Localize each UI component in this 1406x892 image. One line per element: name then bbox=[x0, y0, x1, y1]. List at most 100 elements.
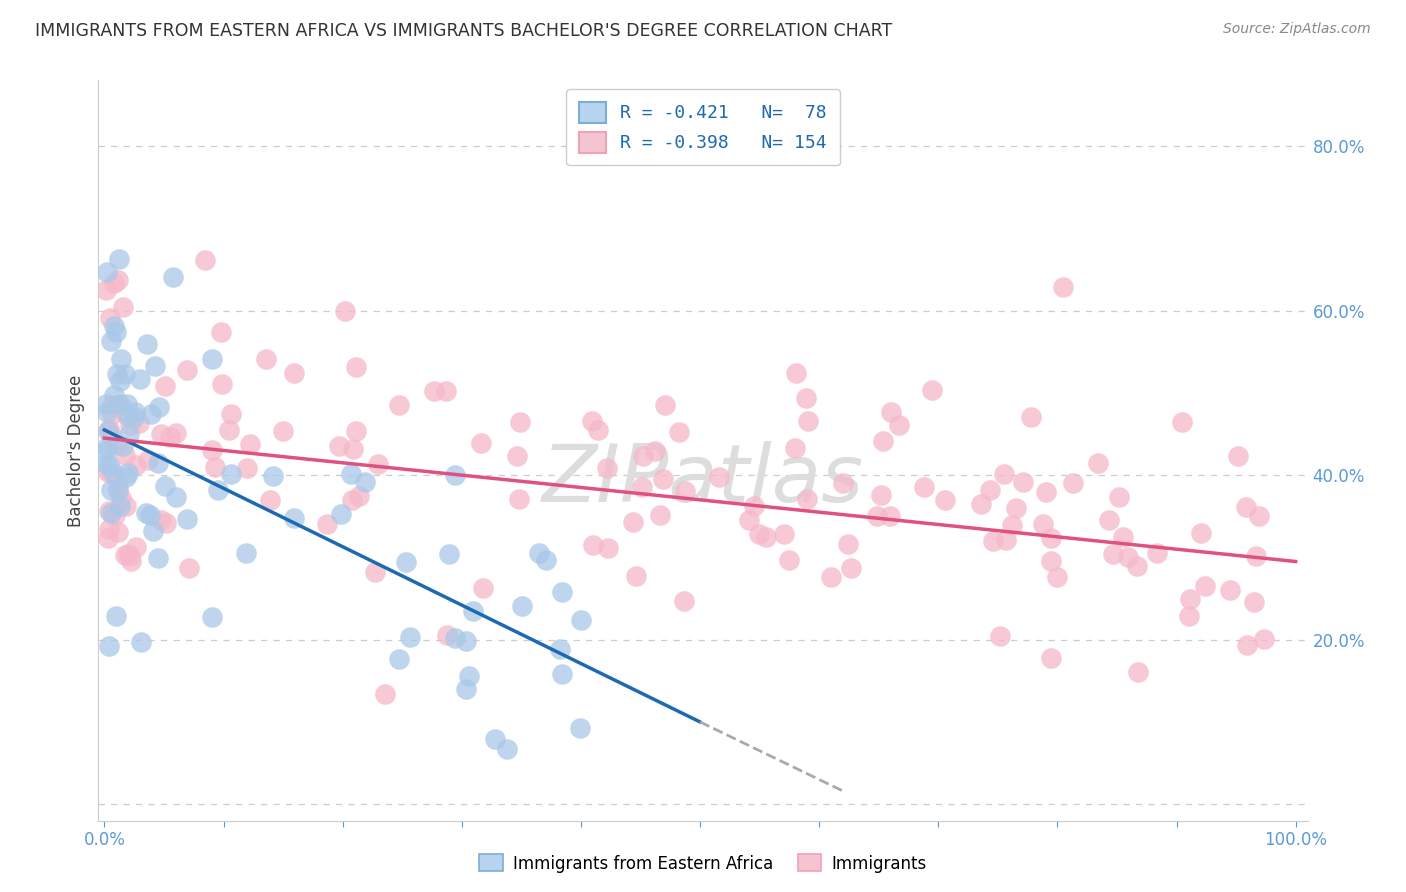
Point bbox=[117, 547, 139, 561]
Point bbox=[527, 546, 550, 560]
Point bbox=[374, 687, 396, 701]
Point bbox=[148, 401, 170, 415]
Point bbox=[96, 265, 118, 279]
Point bbox=[124, 405, 146, 419]
Point bbox=[139, 508, 162, 523]
Point bbox=[1040, 651, 1063, 665]
Point bbox=[94, 457, 117, 471]
Point bbox=[1234, 500, 1257, 514]
Point bbox=[668, 425, 690, 440]
Point bbox=[388, 398, 411, 412]
Point bbox=[596, 461, 619, 475]
Point bbox=[100, 483, 122, 497]
Point bbox=[1178, 592, 1201, 607]
Point bbox=[1102, 547, 1125, 561]
Point bbox=[444, 467, 467, 482]
Point bbox=[1236, 638, 1258, 652]
Point bbox=[176, 362, 198, 376]
Point bbox=[970, 497, 993, 511]
Point bbox=[117, 466, 139, 480]
Point bbox=[107, 273, 129, 287]
Point bbox=[112, 439, 135, 453]
Point bbox=[654, 399, 676, 413]
Point bbox=[114, 470, 136, 484]
Point bbox=[105, 367, 128, 381]
Point bbox=[100, 506, 122, 520]
Point bbox=[118, 549, 141, 563]
Point bbox=[142, 524, 165, 539]
Point bbox=[96, 405, 118, 419]
Text: IMMIGRANTS FROM EASTERN AFRICA VS IMMIGRANTS BACHELOR'S DEGREE CORRELATION CHART: IMMIGRANTS FROM EASTERN AFRICA VS IMMIGR… bbox=[35, 22, 893, 40]
Point bbox=[125, 458, 148, 472]
Point bbox=[456, 633, 478, 648]
Point bbox=[115, 397, 138, 411]
Point bbox=[388, 651, 411, 665]
Point bbox=[1046, 570, 1069, 584]
Point bbox=[839, 561, 862, 575]
Point bbox=[748, 527, 770, 541]
Point bbox=[506, 449, 529, 463]
Point bbox=[444, 631, 467, 645]
Point bbox=[159, 430, 181, 444]
Point bbox=[837, 537, 859, 551]
Point bbox=[1108, 490, 1130, 504]
Point bbox=[97, 424, 120, 438]
Point bbox=[981, 534, 1004, 549]
Point bbox=[211, 376, 233, 391]
Point bbox=[785, 367, 807, 381]
Point bbox=[510, 599, 533, 613]
Point bbox=[496, 741, 519, 756]
Point bbox=[367, 457, 389, 471]
Point bbox=[993, 467, 1015, 482]
Point bbox=[994, 533, 1017, 547]
Text: ZIPatlas: ZIPatlas bbox=[541, 441, 865, 519]
Point bbox=[1226, 449, 1249, 463]
Point bbox=[548, 641, 571, 656]
Point bbox=[96, 444, 118, 458]
Point bbox=[1039, 554, 1062, 568]
Point bbox=[125, 540, 148, 554]
Point bbox=[1189, 526, 1212, 541]
Point bbox=[155, 478, 177, 492]
Text: Source: ZipAtlas.com: Source: ZipAtlas.com bbox=[1223, 22, 1371, 37]
Point bbox=[398, 630, 420, 644]
Point bbox=[434, 384, 457, 398]
Point bbox=[107, 525, 129, 540]
Point bbox=[221, 407, 243, 421]
Point bbox=[581, 414, 603, 428]
Point bbox=[150, 427, 173, 442]
Point bbox=[105, 608, 128, 623]
Point bbox=[200, 352, 222, 367]
Point bbox=[218, 423, 240, 437]
Point bbox=[254, 352, 277, 367]
Point bbox=[796, 414, 818, 428]
Point bbox=[329, 508, 352, 522]
Point bbox=[114, 548, 136, 562]
Point bbox=[97, 503, 120, 517]
Point bbox=[165, 426, 187, 441]
Point bbox=[471, 581, 494, 595]
Point bbox=[177, 560, 200, 574]
Point bbox=[988, 629, 1011, 643]
Point bbox=[115, 499, 138, 513]
Point bbox=[146, 550, 169, 565]
Legend: R = -0.421   N=  78, R = -0.398   N= 154: R = -0.421 N= 78, R = -0.398 N= 154 bbox=[567, 89, 839, 165]
Point bbox=[1126, 558, 1149, 573]
Point bbox=[1035, 485, 1057, 500]
Point bbox=[354, 475, 377, 490]
Point bbox=[785, 441, 807, 455]
Point bbox=[97, 465, 120, 479]
Point bbox=[143, 359, 166, 374]
Point bbox=[283, 366, 305, 380]
Point bbox=[633, 450, 655, 464]
Point bbox=[1178, 609, 1201, 624]
Point bbox=[509, 415, 531, 429]
Point bbox=[117, 409, 139, 424]
Point bbox=[755, 530, 778, 544]
Point bbox=[1146, 546, 1168, 560]
Point bbox=[551, 584, 574, 599]
Point bbox=[796, 492, 818, 507]
Point bbox=[103, 319, 125, 334]
Point bbox=[165, 490, 187, 504]
Point bbox=[94, 397, 117, 411]
